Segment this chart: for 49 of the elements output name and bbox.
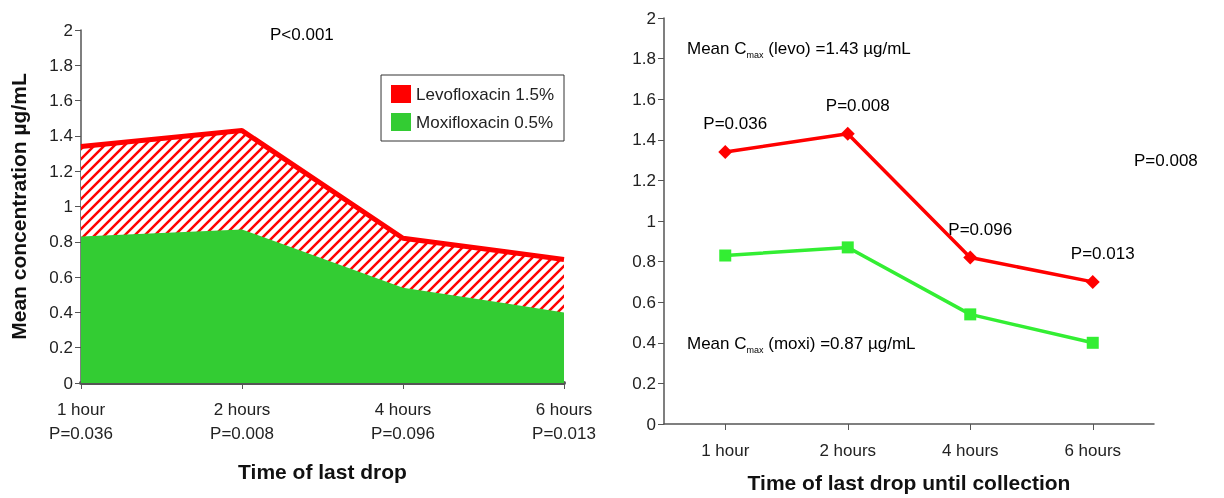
y-tick-label: 0.2 xyxy=(632,373,656,393)
x-tick-label: 1 hour P=0.036 xyxy=(49,399,113,443)
y-tick-label: 1.6 xyxy=(632,89,656,109)
point xyxy=(964,308,977,321)
x-tick-label: 4 hours xyxy=(941,440,999,460)
x-tick-label: 2 hours P=0.008 xyxy=(210,399,274,443)
y-tick-label: 0 xyxy=(646,414,656,434)
x-tick-label: 4 hours P=0.096 xyxy=(371,399,435,443)
y-tick-label: 1.8 xyxy=(632,49,656,69)
y-tick-label: 0.2 xyxy=(49,338,73,358)
x-axis-title: Time of last drop xyxy=(238,460,407,483)
y-tick-label: 1 xyxy=(63,197,73,216)
x-axis-title: Time of last drop until collection xyxy=(747,471,1071,494)
legend-label: Levofloxacin 1.5% xyxy=(416,84,555,104)
x-tick-label: 2 hours xyxy=(819,440,877,460)
point xyxy=(1085,274,1100,289)
annotation: P=0.036 xyxy=(703,113,768,133)
annotation: P=0.008 xyxy=(825,95,890,115)
y-tick-label: 1.6 xyxy=(49,91,73,111)
y-tick-label: 0.4 xyxy=(49,302,73,322)
point xyxy=(719,249,732,262)
y-tick-label: 1.8 xyxy=(49,55,73,75)
x-tick-label: 1 hour xyxy=(701,440,750,460)
y-tick-label: 0.4 xyxy=(632,333,656,353)
annotation: P=0.013 xyxy=(1070,243,1135,263)
point xyxy=(841,241,854,254)
y-tick-label: 0.8 xyxy=(49,232,73,252)
point xyxy=(840,126,855,141)
annotation: P=0.096 xyxy=(948,219,1013,239)
point xyxy=(963,250,978,265)
y-tick-label: 0 xyxy=(63,373,73,393)
y-tick-label: 2 xyxy=(646,8,656,28)
x-tick-label: 6 hours P=0.013 xyxy=(532,399,596,443)
y-tick-label: 0.6 xyxy=(632,292,656,312)
y-tick-label: 1 xyxy=(646,211,656,231)
y-tick-label: 1.2 xyxy=(632,170,656,190)
point xyxy=(718,144,733,159)
annotation: P=0.008 xyxy=(1134,151,1198,170)
legend-label: Moxifloxacin 0.5% xyxy=(416,112,554,132)
y-tick-label: 1.4 xyxy=(49,126,73,146)
y-tick-label: 0.6 xyxy=(49,267,73,287)
annotation: P<0.001 xyxy=(270,25,334,44)
y-tick-label: 2 xyxy=(63,20,73,40)
point xyxy=(1086,336,1099,349)
x-tick-label: 6 hours xyxy=(1064,440,1122,460)
y-tick-label: 0.8 xyxy=(632,252,656,272)
y-tick-label: 1.2 xyxy=(49,161,73,181)
y-axis-title: Mean concentration µg/mL xyxy=(7,73,30,340)
y-tick-label: 1.4 xyxy=(632,130,656,150)
